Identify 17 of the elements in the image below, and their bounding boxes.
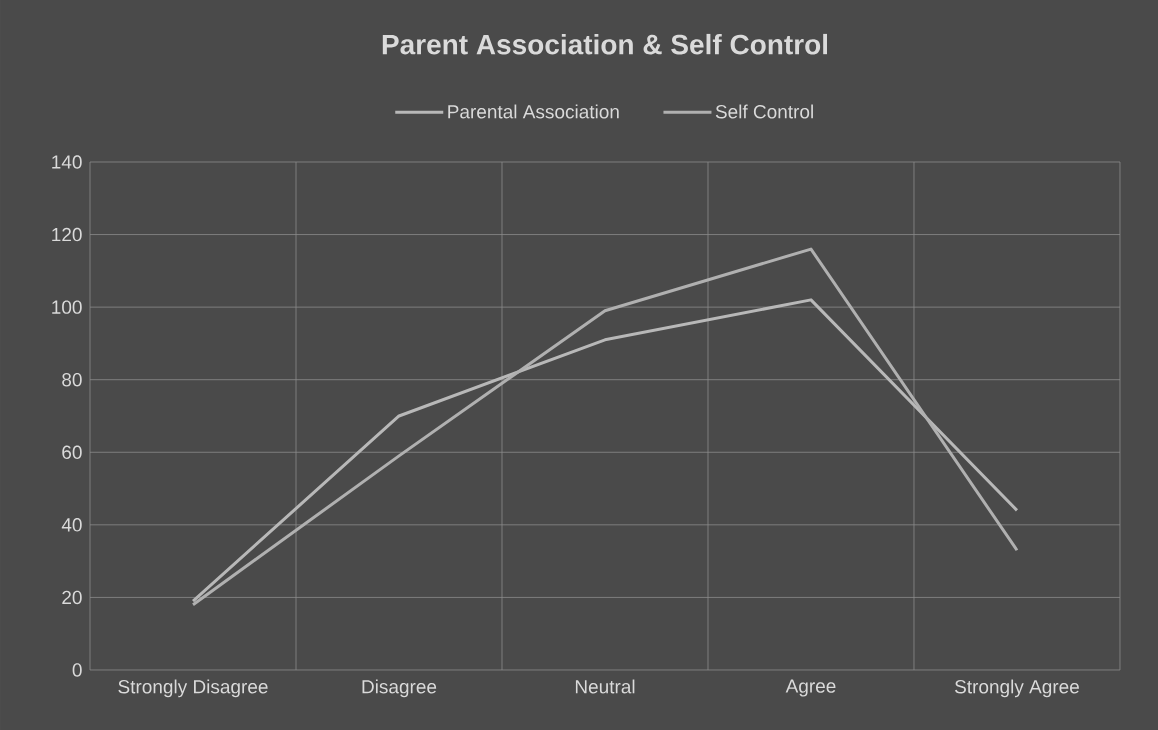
x-tick-label: Neutral <box>575 679 635 694</box>
y-tick-label: 140 <box>52 155 82 169</box>
y-tick-label: 80 <box>62 372 82 387</box>
legend-label: Self Control <box>715 104 813 119</box>
legend-label: Parental Association <box>448 104 619 119</box>
y-tick-label: 60 <box>62 445 82 459</box>
x-tick-label: Strongly Agree <box>955 679 1079 698</box>
y-tick-label: 120 <box>52 227 82 242</box>
x-tick-label: Agree <box>785 679 836 697</box>
chart-title: Parent Association & Self Control <box>382 33 828 55</box>
x-tick-label: Strongly Disagree <box>118 679 268 698</box>
y-tick-label: 0 <box>72 663 82 677</box>
y-tick-label: 20 <box>62 590 82 605</box>
line-series <box>191 247 1019 607</box>
x-tick-label: Disagree <box>362 679 437 698</box>
y-tick-label: 100 <box>52 300 82 314</box>
y-tick-label: 40 <box>61 518 82 532</box>
